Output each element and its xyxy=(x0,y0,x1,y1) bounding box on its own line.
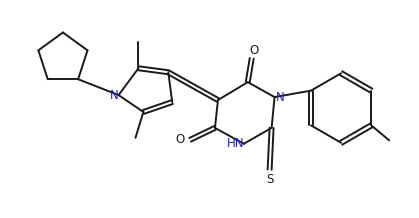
Text: HN: HN xyxy=(227,137,245,150)
Text: N: N xyxy=(110,89,119,102)
Text: O: O xyxy=(176,133,185,146)
Text: O: O xyxy=(249,44,259,57)
Text: N: N xyxy=(276,90,285,104)
Text: S: S xyxy=(266,173,273,186)
